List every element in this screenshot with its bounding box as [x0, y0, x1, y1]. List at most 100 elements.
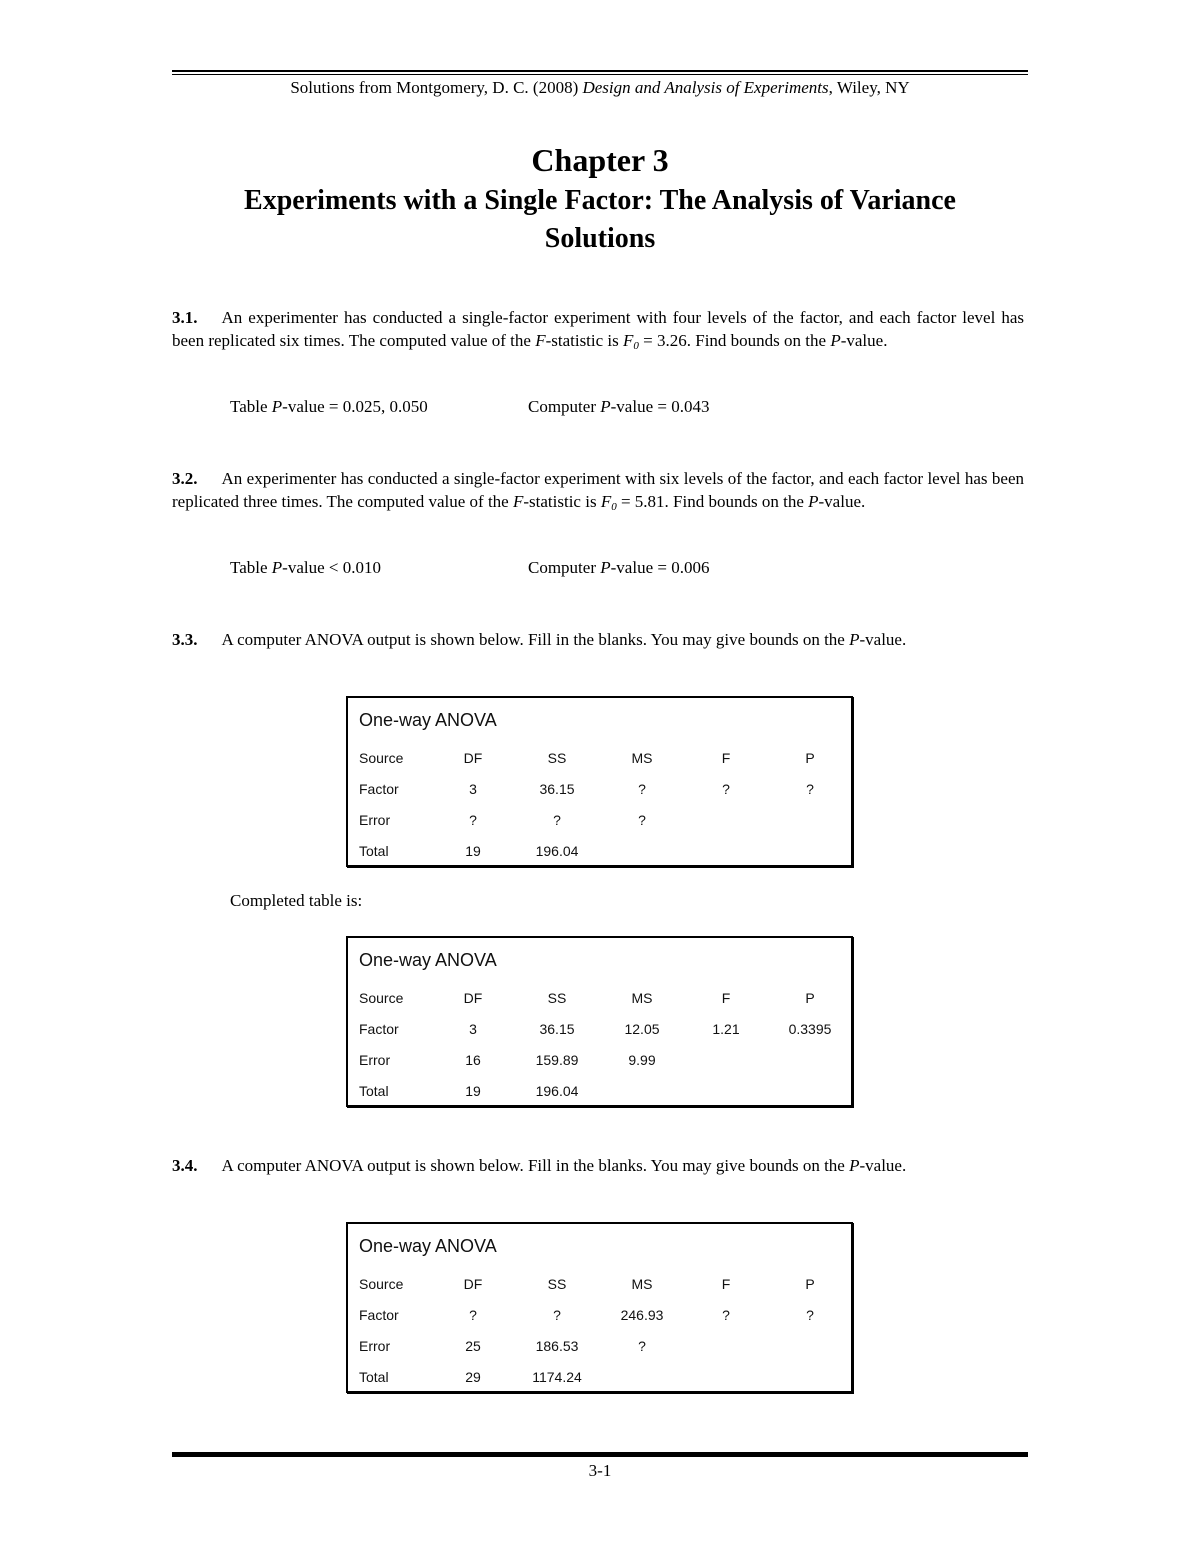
table-cell: 186.53: [535, 1338, 579, 1354]
table-cell: ?: [469, 812, 477, 828]
table-cell: 29: [465, 1369, 481, 1385]
problem-number: 3.3.: [172, 630, 198, 649]
problem-number: 3.4.: [172, 1156, 198, 1175]
column-header: P: [805, 1276, 815, 1292]
table-cell: 1.21: [712, 1021, 740, 1037]
problem-3-1: 3.1. An experimenter has conducted a sing…: [172, 306, 1024, 358]
table-cell: Factor: [359, 1307, 399, 1323]
table-cell: 19: [465, 843, 481, 859]
text-segment: An experimenter has conducted a single-f…: [172, 469, 1024, 511]
table-cell: Error: [359, 812, 391, 828]
table-title: One-way ANOVA: [359, 710, 497, 730]
problem-number: 3.2.: [172, 469, 198, 488]
column-header: Source: [359, 1276, 404, 1292]
column-header: MS: [631, 990, 653, 1006]
table-cell: ?: [806, 781, 814, 797]
column-header: DF: [463, 750, 483, 766]
answer-3-1-table: Table P-value = 0.025, 0.050: [230, 397, 428, 417]
text-segment: A computer ANOVA output is shown below. …: [221, 630, 850, 649]
text-segment: P: [271, 397, 283, 416]
anova-table-3-3: One-way ANOVA Source DF SS MS F P Factor 3 36.15?…: [346, 696, 853, 867]
table-cell: 25: [465, 1338, 481, 1354]
problem-3-3: 3.3. A computer ANOVA output is shown bel…: [172, 628, 1024, 651]
column-header: SS: [547, 1276, 567, 1292]
footer-rule: [172, 1452, 1028, 1457]
text-segment: P: [849, 630, 860, 649]
column-header: SS: [547, 750, 567, 766]
text-segment: -value = 0.043: [610, 397, 710, 416]
table-title: One-way ANOVA: [359, 1236, 497, 1256]
text-segment: P: [271, 558, 283, 577]
column-header: F: [721, 750, 731, 766]
text-segment: -value = 0.006: [610, 558, 710, 577]
answer-3-2-table: Table P-value < 0.010: [230, 558, 381, 578]
column-header: MS: [631, 1276, 653, 1292]
table-cell: Total: [359, 843, 389, 859]
text-segment: Computer: [528, 558, 601, 577]
table-cell: 3: [469, 781, 477, 797]
table-cell: ?: [722, 781, 730, 797]
column-header: DF: [463, 990, 483, 1006]
header-rule-thin: [172, 74, 1028, 75]
header-rule: [172, 70, 1028, 72]
text-segment: -value.: [859, 630, 907, 649]
anova-table-3-4: One-way ANOVA Source DF SS MS F P Factor?? 246.9…: [346, 1222, 853, 1393]
text-segment: A computer ANOVA output is shown below. …: [221, 1156, 850, 1175]
table-cell: 159.89: [535, 1052, 579, 1068]
running-header: Solutions from Montgomery, D. C. (2008) …: [172, 78, 1028, 98]
text-segment: An experimenter has conducted a single-f…: [172, 308, 1024, 350]
column-header: P: [805, 990, 815, 1006]
table-cell: ?: [469, 1307, 477, 1323]
table-cell: Total: [359, 1083, 389, 1099]
column-header: DF: [463, 1276, 483, 1292]
table-cell: ?: [638, 781, 646, 797]
table-cell: 196.04: [535, 843, 579, 859]
text-segment: = 3.26. Find bounds on the: [638, 331, 831, 350]
column-header: F: [721, 1276, 731, 1292]
answer-3-2-computer: Computer P-value = 0.006: [528, 558, 709, 578]
table-cell: 19: [465, 1083, 481, 1099]
table-cell: Error: [359, 1052, 391, 1068]
text-segment: F: [535, 331, 546, 350]
chapter-subtitle: Experiments with a Single Factor: The An…: [244, 185, 956, 216]
column-header: Source: [359, 750, 404, 766]
header-text: Solutions from Montgomery, D. C. (2008): [290, 78, 583, 97]
text-segment: 0: [611, 501, 617, 513]
text-segment: P: [600, 397, 611, 416]
solutions-heading: Solutions: [544, 223, 656, 254]
table-cell: Factor: [359, 781, 399, 797]
text-segment: = 5.81. Find bounds on the: [616, 492, 809, 511]
anova-table-3-3-completed: One-way ANOVA Source DF SS MS F P Factor 3 36.15 1…: [346, 936, 853, 1107]
completed-label: Completed table is:: [230, 891, 363, 910]
text-segment: 0: [633, 340, 639, 352]
problem-3-4: 3.4. A computer ANOVA output is shown bel…: [172, 1154, 1024, 1177]
table-cell: 16: [465, 1052, 481, 1068]
text-segment: F: [623, 331, 634, 350]
column-header: F: [721, 990, 731, 1006]
column-header: Source: [359, 990, 404, 1006]
text-segment: Table: [230, 397, 272, 416]
table-cell: ?: [553, 812, 561, 828]
text-segment: Computer: [528, 397, 601, 416]
table-cell: 9.99: [628, 1052, 656, 1068]
table-cell: 0.3395: [788, 1021, 832, 1037]
text-segment: F: [512, 492, 524, 511]
table-cell: ?: [638, 812, 646, 828]
table-cell: ?: [806, 1307, 814, 1323]
text-segment: -value.: [840, 331, 888, 350]
table-cell: 246.93: [620, 1307, 664, 1323]
table-cell: Error: [359, 1338, 391, 1354]
header-publisher: , Wiley, NY: [828, 78, 910, 97]
text-segment: -statistic is: [545, 331, 624, 350]
table-title: One-way ANOVA: [359, 950, 497, 970]
header-book-title: Design and Analysis of Experiments: [582, 78, 829, 97]
problem-3-2: 3.2. An experimenter has conducted a sing…: [172, 467, 1024, 519]
column-header: P: [805, 750, 815, 766]
text-segment: -statistic is: [523, 492, 601, 511]
table-cell: 3: [469, 1021, 477, 1037]
table-cell: Total: [359, 1369, 389, 1385]
table-cell: ?: [638, 1338, 646, 1354]
table-cell: ?: [553, 1307, 561, 1323]
text-segment: -value < 0.010: [282, 558, 381, 577]
text-segment: P: [600, 558, 611, 577]
